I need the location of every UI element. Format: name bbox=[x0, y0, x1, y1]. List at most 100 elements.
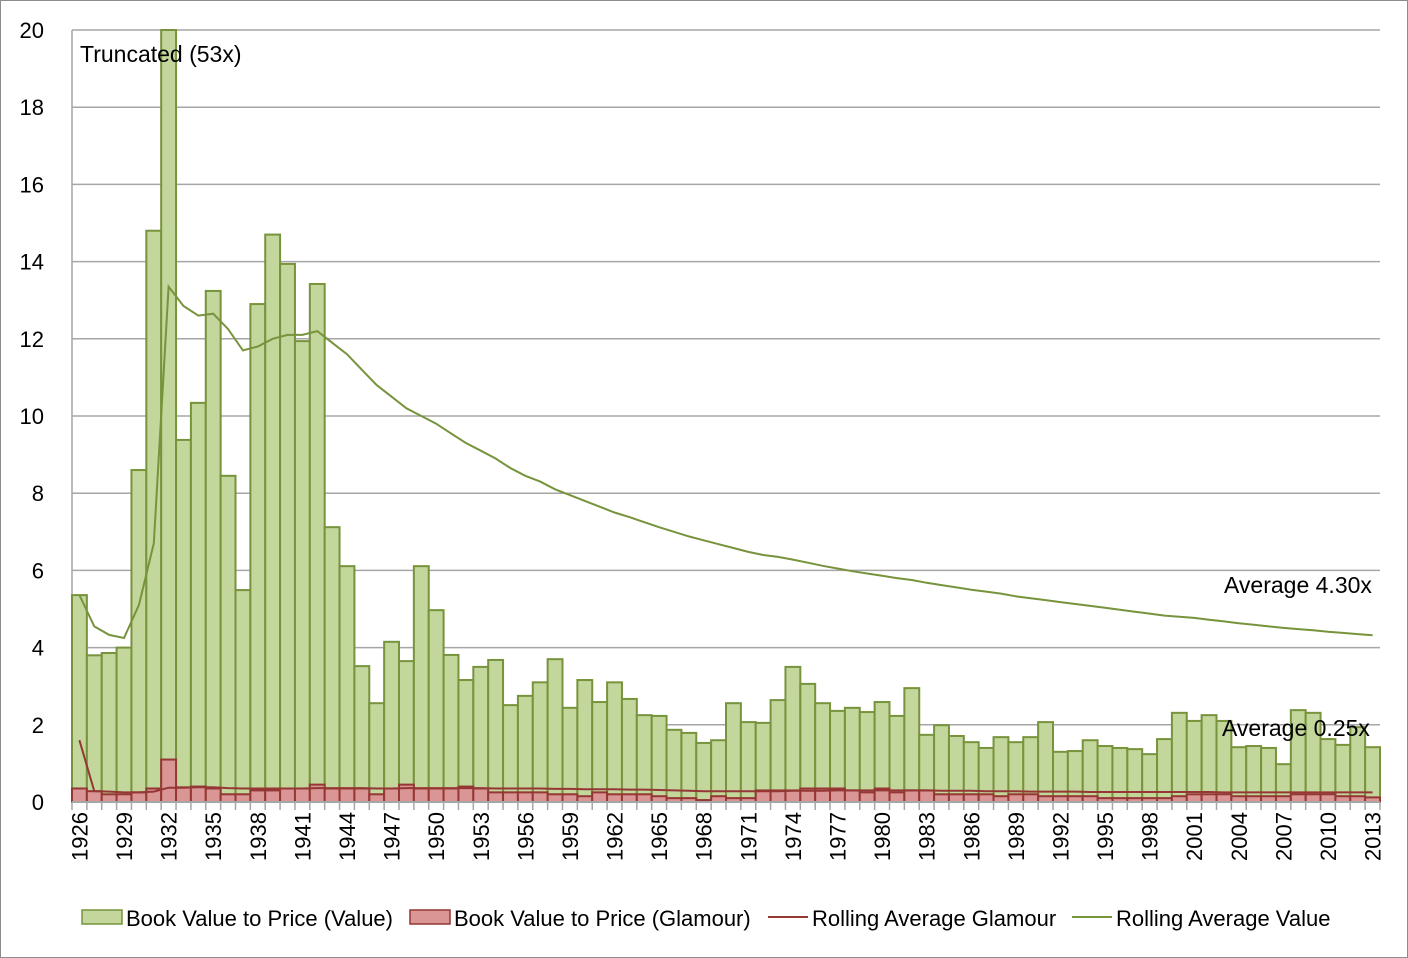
value-bar bbox=[487, 658, 505, 804]
value-bar bbox=[353, 665, 371, 803]
value-bar bbox=[502, 704, 519, 804]
glamour-bar bbox=[293, 787, 311, 803]
value-bar bbox=[130, 469, 148, 803]
glamour-bar bbox=[1304, 793, 1322, 804]
legend-label: Book Value to Price (Glamour) bbox=[454, 906, 751, 931]
x-tick-label: 2004 bbox=[1227, 812, 1252, 861]
value-bar bbox=[620, 697, 638, 803]
value-bar bbox=[739, 721, 757, 804]
glamour-bar bbox=[606, 793, 623, 804]
glamour-bar bbox=[100, 793, 118, 804]
value-bar bbox=[115, 646, 133, 803]
glamour-bar bbox=[175, 786, 192, 803]
glamour-bar bbox=[1319, 793, 1337, 804]
value-bar bbox=[1230, 746, 1248, 803]
value-bar bbox=[1334, 743, 1352, 804]
y-tick-label: 14 bbox=[20, 250, 44, 275]
y-tick-label: 20 bbox=[20, 18, 44, 43]
glamour-bar bbox=[546, 793, 564, 804]
value-bar bbox=[308, 282, 326, 804]
legend-swatch bbox=[409, 909, 451, 925]
x-tick-label: 1980 bbox=[870, 812, 895, 861]
glamour-bar bbox=[516, 791, 534, 803]
value-bars bbox=[71, 29, 1381, 804]
glamour-bar bbox=[561, 793, 579, 804]
glamour-bar bbox=[1289, 793, 1307, 804]
y-axis-ticks: 0 2 4 6 8 10 12 14 16 18 20 bbox=[20, 18, 44, 815]
x-tick-label: 1974 bbox=[781, 812, 806, 861]
value-bar bbox=[1037, 721, 1054, 804]
glamour-bars bbox=[71, 758, 1381, 804]
annotation-average-glamour: Average 0.25x bbox=[1222, 715, 1370, 741]
x-tick-label: 1977 bbox=[825, 812, 850, 861]
rolling-lines bbox=[78, 283, 1373, 794]
annotation-truncated: Truncated (53x) bbox=[80, 41, 242, 67]
value-bar bbox=[888, 714, 906, 803]
y-tick-label: 4 bbox=[32, 636, 44, 661]
value-bar bbox=[234, 589, 252, 803]
value-bar bbox=[695, 741, 713, 804]
value-bar bbox=[383, 640, 400, 803]
value-bar bbox=[293, 340, 311, 803]
x-tick-label: 1926 bbox=[67, 812, 92, 861]
value-bar bbox=[145, 229, 163, 804]
value-bar bbox=[769, 699, 787, 804]
value-bar bbox=[725, 702, 742, 804]
value-bar bbox=[591, 701, 609, 803]
legend: Book Value to Price (Value) Book Value to… bbox=[81, 906, 1330, 931]
value-bar bbox=[279, 262, 296, 803]
glamour-bar bbox=[977, 793, 995, 804]
value-bar bbox=[858, 711, 876, 804]
value-bar bbox=[160, 29, 178, 803]
value-bar bbox=[784, 665, 802, 804]
glamour-bar bbox=[620, 793, 638, 804]
value-bar bbox=[1141, 753, 1159, 803]
value-bar bbox=[561, 706, 579, 803]
glamour-bar bbox=[1185, 793, 1203, 804]
value-bar bbox=[843, 706, 861, 803]
x-tick-label: 1932 bbox=[157, 812, 182, 861]
x-tick-label: 1989 bbox=[1004, 812, 1029, 861]
value-bar bbox=[71, 594, 88, 803]
glamour-bar bbox=[115, 793, 133, 804]
glamour-bar bbox=[502, 791, 519, 803]
value-bar bbox=[323, 526, 341, 804]
value-bar bbox=[412, 565, 430, 803]
value-bar bbox=[1111, 746, 1129, 804]
glamour-bar bbox=[323, 787, 341, 803]
value-bar bbox=[189, 401, 207, 803]
y-tick-label: 2 bbox=[32, 713, 44, 738]
glamour-bar bbox=[1200, 793, 1218, 804]
legend-label: Rolling Average Glamour bbox=[812, 906, 1056, 931]
x-tick-label: 1983 bbox=[915, 812, 940, 861]
value-bar bbox=[1260, 746, 1277, 804]
value-bar bbox=[962, 741, 980, 803]
value-bar bbox=[338, 565, 356, 803]
value-bar bbox=[1364, 746, 1381, 803]
value-bar bbox=[992, 736, 1010, 803]
value-bar bbox=[1052, 750, 1069, 804]
glamour-bar bbox=[635, 793, 653, 804]
x-tick-label: 1929 bbox=[112, 812, 137, 861]
x-tick-label: 1944 bbox=[335, 812, 360, 861]
glamour-bar bbox=[903, 789, 921, 803]
glamour-bar bbox=[353, 787, 371, 803]
value-bar bbox=[546, 658, 564, 803]
value-bar bbox=[947, 734, 965, 804]
glamour-bar bbox=[71, 787, 88, 803]
glamour-bar bbox=[383, 787, 400, 803]
x-tick-label: 1965 bbox=[647, 812, 672, 861]
glamour-bar bbox=[442, 787, 460, 803]
x-tick-label: 1953 bbox=[469, 812, 494, 861]
glamour-bar bbox=[264, 789, 282, 803]
glamour-bar bbox=[412, 787, 430, 803]
value-bar bbox=[219, 474, 237, 803]
value-bar bbox=[1126, 748, 1144, 803]
y-tick-label: 6 bbox=[32, 558, 44, 583]
value-bar bbox=[1245, 745, 1263, 804]
glamour-bar bbox=[918, 789, 936, 803]
y-tick-label: 8 bbox=[32, 481, 44, 506]
glamour-bar bbox=[947, 793, 965, 804]
x-tick-label: 1995 bbox=[1093, 812, 1118, 861]
